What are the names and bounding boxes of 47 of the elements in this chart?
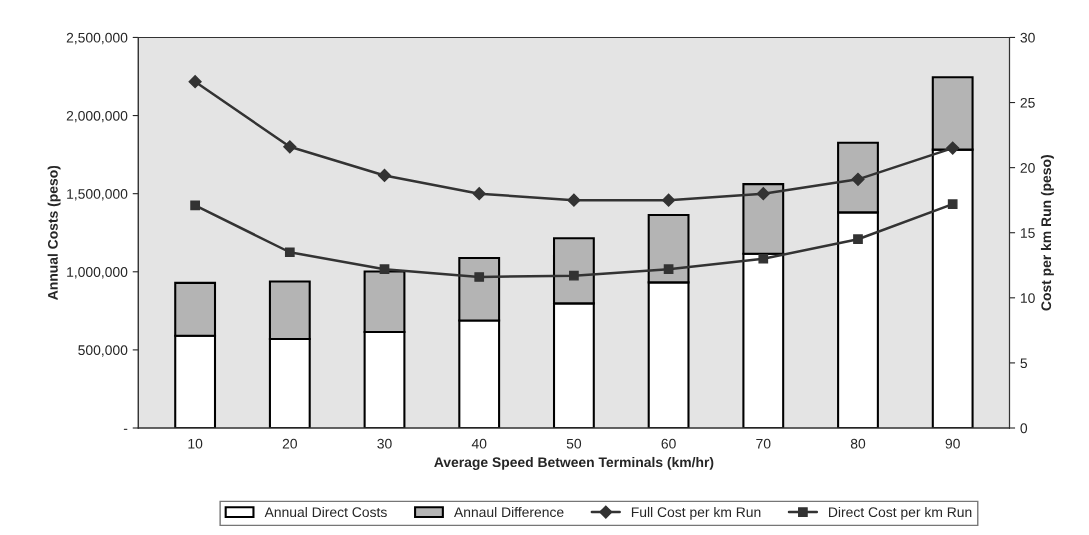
y2-tick-label: 0 [1020, 423, 1028, 434]
point [851, 172, 865, 186]
y-tick-label: 2,000,000 [66, 110, 128, 123]
point [853, 234, 863, 245]
y2-axis-title: Cost per km Run (peso) [1040, 155, 1054, 311]
point [379, 264, 390, 275]
point [756, 187, 770, 201]
x-tick-label: 20 [282, 438, 297, 449]
point [946, 141, 960, 155]
point [190, 200, 200, 211]
legend-label: Annual Direct Costs [264, 506, 387, 518]
x-tick-label: 70 [756, 438, 771, 449]
point [283, 140, 297, 154]
point [188, 75, 202, 89]
point [758, 253, 769, 264]
y-tick-label: - [123, 428, 128, 430]
x-axis-title: Average Speed Between Terminals (km/hr) [434, 456, 714, 470]
point [662, 193, 676, 207]
point [663, 264, 674, 275]
y-tick-label: 2,500,000 [66, 32, 128, 45]
y-axis-title: Annual Costs (peso) [47, 165, 61, 300]
point [284, 247, 295, 258]
x-tick-label: 90 [945, 438, 960, 449]
y2-tick-label: 15 [1020, 228, 1035, 238]
y-tick-label: 1,500,000 [67, 189, 128, 201]
point [567, 193, 581, 207]
y2-tick-label: 30 [1020, 32, 1035, 43]
y2-tick-label: 25 [1020, 97, 1035, 108]
point [569, 270, 579, 281]
x-tick-label: 30 [377, 438, 392, 449]
legend-label: Full Cost per km Run [631, 506, 761, 520]
x-tick-label: 10 [188, 438, 203, 449]
point [947, 199, 958, 209]
y-tick-label: 1,000,000 [67, 267, 128, 279]
point [474, 272, 485, 282]
y-tick-label: 500,000 [78, 345, 128, 357]
legend-label: Annaul Difference [454, 506, 564, 518]
x-tick-label: 50 [566, 438, 582, 449]
point [377, 168, 392, 183]
legend-label: Direct Cost per km Run [829, 506, 972, 520]
y2-tick-label: 5 [1020, 358, 1028, 369]
y2-tick-label: 20 [1020, 162, 1035, 173]
x-tick-label: 60 [661, 438, 676, 449]
point [472, 187, 486, 201]
y2-tick-label: 10 [1020, 293, 1035, 303]
x-tick-label: 40 [471, 438, 487, 449]
x-tick-label: 80 [850, 438, 866, 449]
